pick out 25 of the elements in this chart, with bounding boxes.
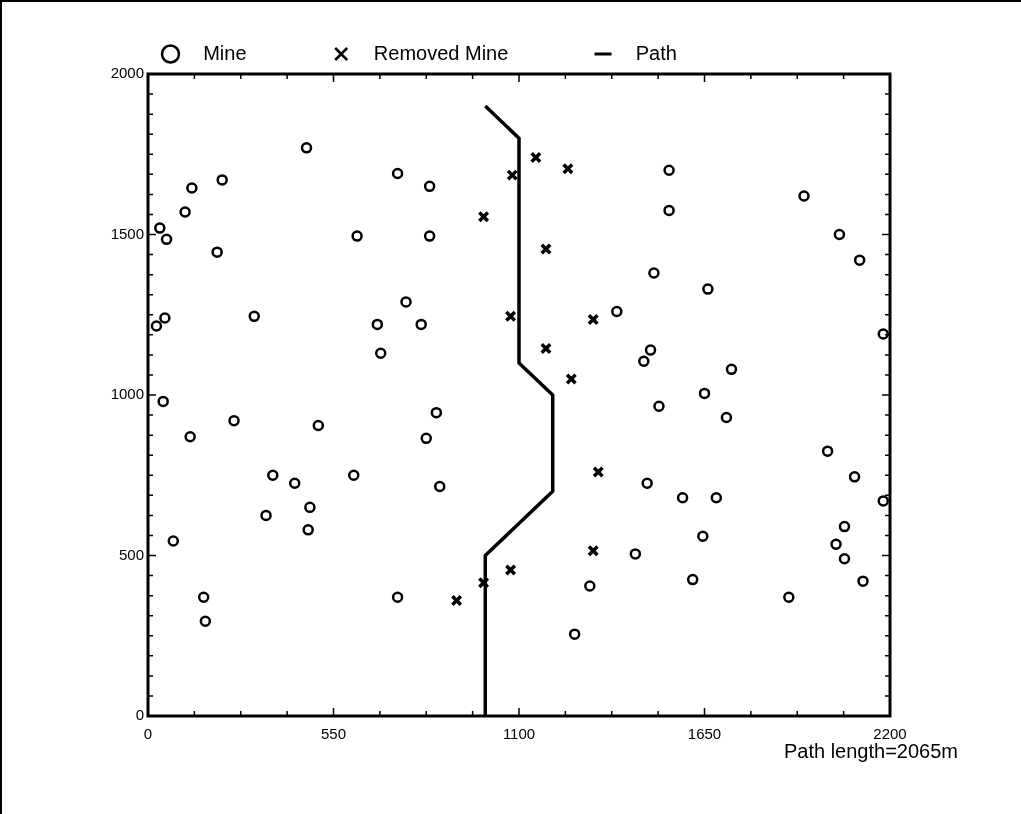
point <box>477 210 490 223</box>
point <box>539 242 552 255</box>
point <box>529 151 542 164</box>
point <box>477 576 490 589</box>
point <box>506 169 519 182</box>
point <box>565 372 578 385</box>
legend-label: Mine <box>186 41 314 64</box>
point <box>561 162 574 175</box>
y-tick-label: 0 <box>135 706 144 724</box>
y-tick-label: 1000 <box>110 385 144 403</box>
x-tick-label: 550 <box>320 725 347 743</box>
point <box>592 466 605 479</box>
legend-label: Removed Mine <box>357 41 576 64</box>
x-tick-label: 1100 <box>502 725 536 743</box>
point <box>450 594 463 607</box>
point <box>539 342 552 355</box>
y-tick-label: 1500 <box>110 224 144 242</box>
point <box>504 563 517 576</box>
y-tick-label: 2000 <box>110 64 144 82</box>
x-tick-label: 1650 <box>687 725 722 743</box>
legend-label: Path <box>619 41 744 64</box>
point <box>587 544 600 557</box>
point <box>587 313 600 326</box>
point <box>504 310 517 323</box>
y-tick-label: 500 <box>118 545 144 563</box>
